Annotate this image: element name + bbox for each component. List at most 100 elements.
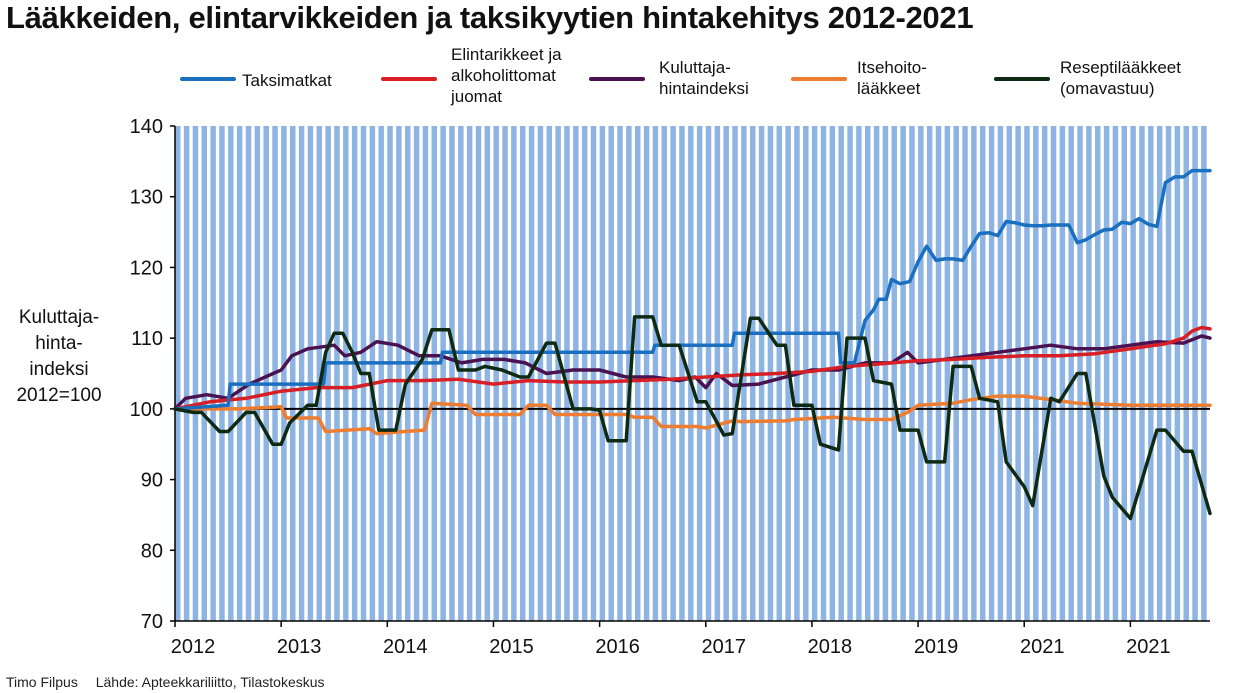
month-stripe — [396, 126, 402, 621]
month-stripe — [926, 126, 933, 621]
month-stripe — [1201, 126, 1207, 621]
month-stripe — [944, 126, 951, 621]
month-stripe — [254, 126, 261, 621]
month-stripe — [493, 126, 499, 621]
month-stripe — [183, 126, 190, 621]
y-tick-label: 130 — [130, 187, 163, 209]
month-stripe — [1015, 126, 1021, 621]
footer-source: Lähde: Apteekkariliitto, Tilastokeskus — [95, 674, 325, 690]
month-stripe — [873, 126, 880, 621]
month-stripe — [307, 126, 314, 621]
month-stripe — [449, 126, 455, 621]
month-stripe — [502, 126, 508, 621]
month-stripe — [520, 126, 526, 621]
month-stripe — [997, 126, 1004, 621]
y-axis-label: Kuluttaja- hinta- indeksi 2012=100 — [6, 305, 112, 409]
legend-label: Taksimatkat — [242, 71, 332, 90]
y-axis-label-line: hinta- — [35, 333, 83, 354]
month-stripe — [652, 126, 659, 621]
month-stripe — [263, 126, 269, 621]
month-stripe — [1068, 126, 1074, 621]
month-stripe — [900, 126, 906, 621]
month-stripe — [626, 126, 632, 621]
month-stripe — [351, 126, 358, 621]
month-stripe — [484, 126, 491, 621]
x-tick-label: 2021 — [1126, 636, 1171, 658]
month-stripe — [829, 126, 836, 621]
month-stripe — [219, 126, 225, 621]
chart-title: Lääkkeiden, elintarvikkeiden ja taksikyy… — [6, 0, 974, 35]
month-stripe — [405, 126, 411, 621]
month-stripe — [325, 126, 331, 621]
month-stripe — [298, 126, 305, 621]
month-stripe — [1156, 126, 1163, 621]
month-stripe — [723, 126, 729, 621]
x-tick-label: 2015 — [489, 636, 534, 658]
footer-author: Timo Filpus — [6, 674, 78, 690]
month-stripe — [1006, 126, 1013, 621]
month-stripe — [1148, 126, 1154, 621]
x-tick-label: 2019 — [914, 636, 959, 658]
month-stripe — [688, 126, 694, 621]
month-stripe — [564, 126, 570, 621]
month-stripe — [1041, 126, 1048, 621]
footer: Timo Filpus Lähde: Apteekkariliitto, Til… — [6, 674, 339, 690]
month-stripe — [1139, 126, 1145, 621]
month-stripe — [980, 126, 986, 621]
month-stripe — [475, 126, 482, 621]
month-stripe — [1112, 126, 1119, 621]
month-stripe — [1174, 126, 1181, 621]
y-tick-label: 120 — [130, 257, 163, 279]
month-stripe — [1095, 126, 1101, 621]
month-stripe — [935, 126, 942, 621]
month-stripe — [838, 126, 844, 621]
month-stripe — [882, 126, 889, 621]
month-stripe — [387, 126, 393, 621]
month-stripe — [1183, 126, 1189, 621]
series-line-5 — [173, 315, 1212, 521]
month-stripe — [290, 126, 296, 621]
month-stripe — [1165, 126, 1172, 621]
month-stripe — [581, 126, 588, 621]
month-stripe — [1130, 126, 1136, 621]
month-stripe — [590, 126, 597, 621]
month-stripe — [192, 126, 199, 621]
month-stripe — [1024, 126, 1030, 621]
month-stripe — [891, 126, 898, 621]
month-stripe — [988, 126, 995, 621]
month-stripe — [431, 126, 438, 621]
legend-label: Elintarikkeet ja alkoholittomat juomat — [450, 45, 562, 106]
month-stripe — [466, 126, 473, 621]
month-stripe — [679, 126, 685, 621]
month-stripe — [696, 126, 703, 621]
series-line-1 — [173, 168, 1212, 411]
month-stripe — [378, 126, 384, 621]
y-axis-label-line: 2012=100 — [16, 385, 102, 406]
y-tick-label: 100 — [130, 399, 163, 421]
month-stripe — [1033, 126, 1039, 621]
legend-label: Itsehoito-lääkkeet — [857, 58, 927, 98]
month-stripe — [316, 126, 323, 621]
month-stripe — [334, 126, 340, 621]
month-stripe — [847, 126, 853, 621]
y-axis-label-line: indeksi — [29, 359, 89, 380]
month-stripe — [811, 126, 818, 621]
month-stripe — [413, 126, 420, 621]
month-stripe — [537, 126, 544, 621]
month-stripe — [1059, 126, 1066, 621]
month-stripe — [643, 126, 650, 621]
month-stripe — [670, 126, 676, 621]
x-tick-label: 2021 — [1020, 636, 1065, 658]
y-tick-label: 110 — [131, 328, 163, 350]
x-tick-label: 2018 — [808, 636, 853, 658]
month-stripe — [281, 126, 287, 621]
month-stripe — [1121, 126, 1128, 621]
month-stripe — [175, 126, 181, 621]
month-stripe — [1192, 126, 1198, 621]
legend-label: Reseptilääkkeet (omavastuu) — [1060, 58, 1181, 98]
y-tick-label: 90 — [141, 470, 163, 492]
month-stripe — [1050, 126, 1057, 621]
y-tick-label: 70 — [141, 611, 163, 633]
y-tick-label: 80 — [141, 540, 163, 562]
